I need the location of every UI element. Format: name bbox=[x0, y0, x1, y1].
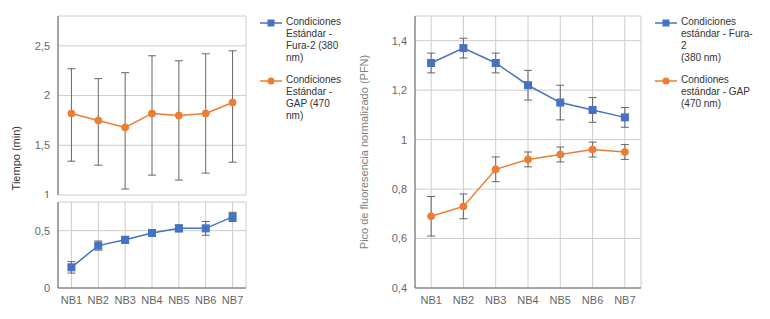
svg-text:NB4: NB4 bbox=[517, 294, 538, 306]
svg-text:0,6: 0,6 bbox=[392, 232, 407, 244]
svg-text:1: 1 bbox=[44, 189, 50, 198]
svg-text:NB1: NB1 bbox=[61, 294, 82, 306]
svg-text:0,5: 0,5 bbox=[35, 225, 50, 237]
svg-text:NB7: NB7 bbox=[222, 294, 243, 306]
svg-text:2: 2 bbox=[44, 89, 50, 101]
svg-text:NB3: NB3 bbox=[485, 294, 506, 306]
svg-text:NB2: NB2 bbox=[88, 294, 109, 306]
html-text:Condiones estándar - GAP (470: Condiones estándar - GAP (470 nm) bbox=[681, 74, 750, 109]
svg-text:0,4: 0,4 bbox=[392, 282, 407, 294]
svg-text:NB6: NB6 bbox=[582, 294, 603, 306]
svg-text:NB5: NB5 bbox=[168, 294, 189, 306]
svg-text:NB2: NB2 bbox=[453, 294, 474, 306]
svg-text:0: 0 bbox=[44, 282, 50, 294]
svg-text:NB5: NB5 bbox=[550, 294, 571, 306]
svg-text:1,2: 1,2 bbox=[392, 84, 407, 96]
svg-text:NB7: NB7 bbox=[614, 294, 635, 306]
svg-text:NB1: NB1 bbox=[420, 294, 441, 306]
svg-text:Pico de fluoresencia normaliza: Pico de fluoresencia normalizado (PFN) bbox=[359, 55, 370, 249]
svg-text:NB6: NB6 bbox=[195, 294, 216, 306]
svg-text:1,5: 1,5 bbox=[35, 139, 50, 151]
svg-text:NB4: NB4 bbox=[141, 294, 162, 306]
svg-text:NB3: NB3 bbox=[114, 294, 135, 306]
html-text:Condiciones estándar - Fura-2: Condiciones estándar - Fura-2 (380 nm) bbox=[681, 16, 753, 63]
html-text:Condiciones Estándar - Fura-2: Condiciones Estándar - Fura-2 (380 nm) bbox=[286, 16, 341, 63]
svg-text:1,4: 1,4 bbox=[392, 35, 407, 47]
svg-text:2,5: 2,5 bbox=[35, 40, 50, 52]
html-text:Condiciones Estándar - GAP (47: Condiciones Estándar - GAP (470 nm) bbox=[286, 74, 341, 121]
svg-text:1: 1 bbox=[401, 134, 407, 146]
svg-text:0,8: 0,8 bbox=[392, 183, 407, 195]
html-text:Tiempo (min): Tiempo (min) bbox=[10, 125, 22, 191]
